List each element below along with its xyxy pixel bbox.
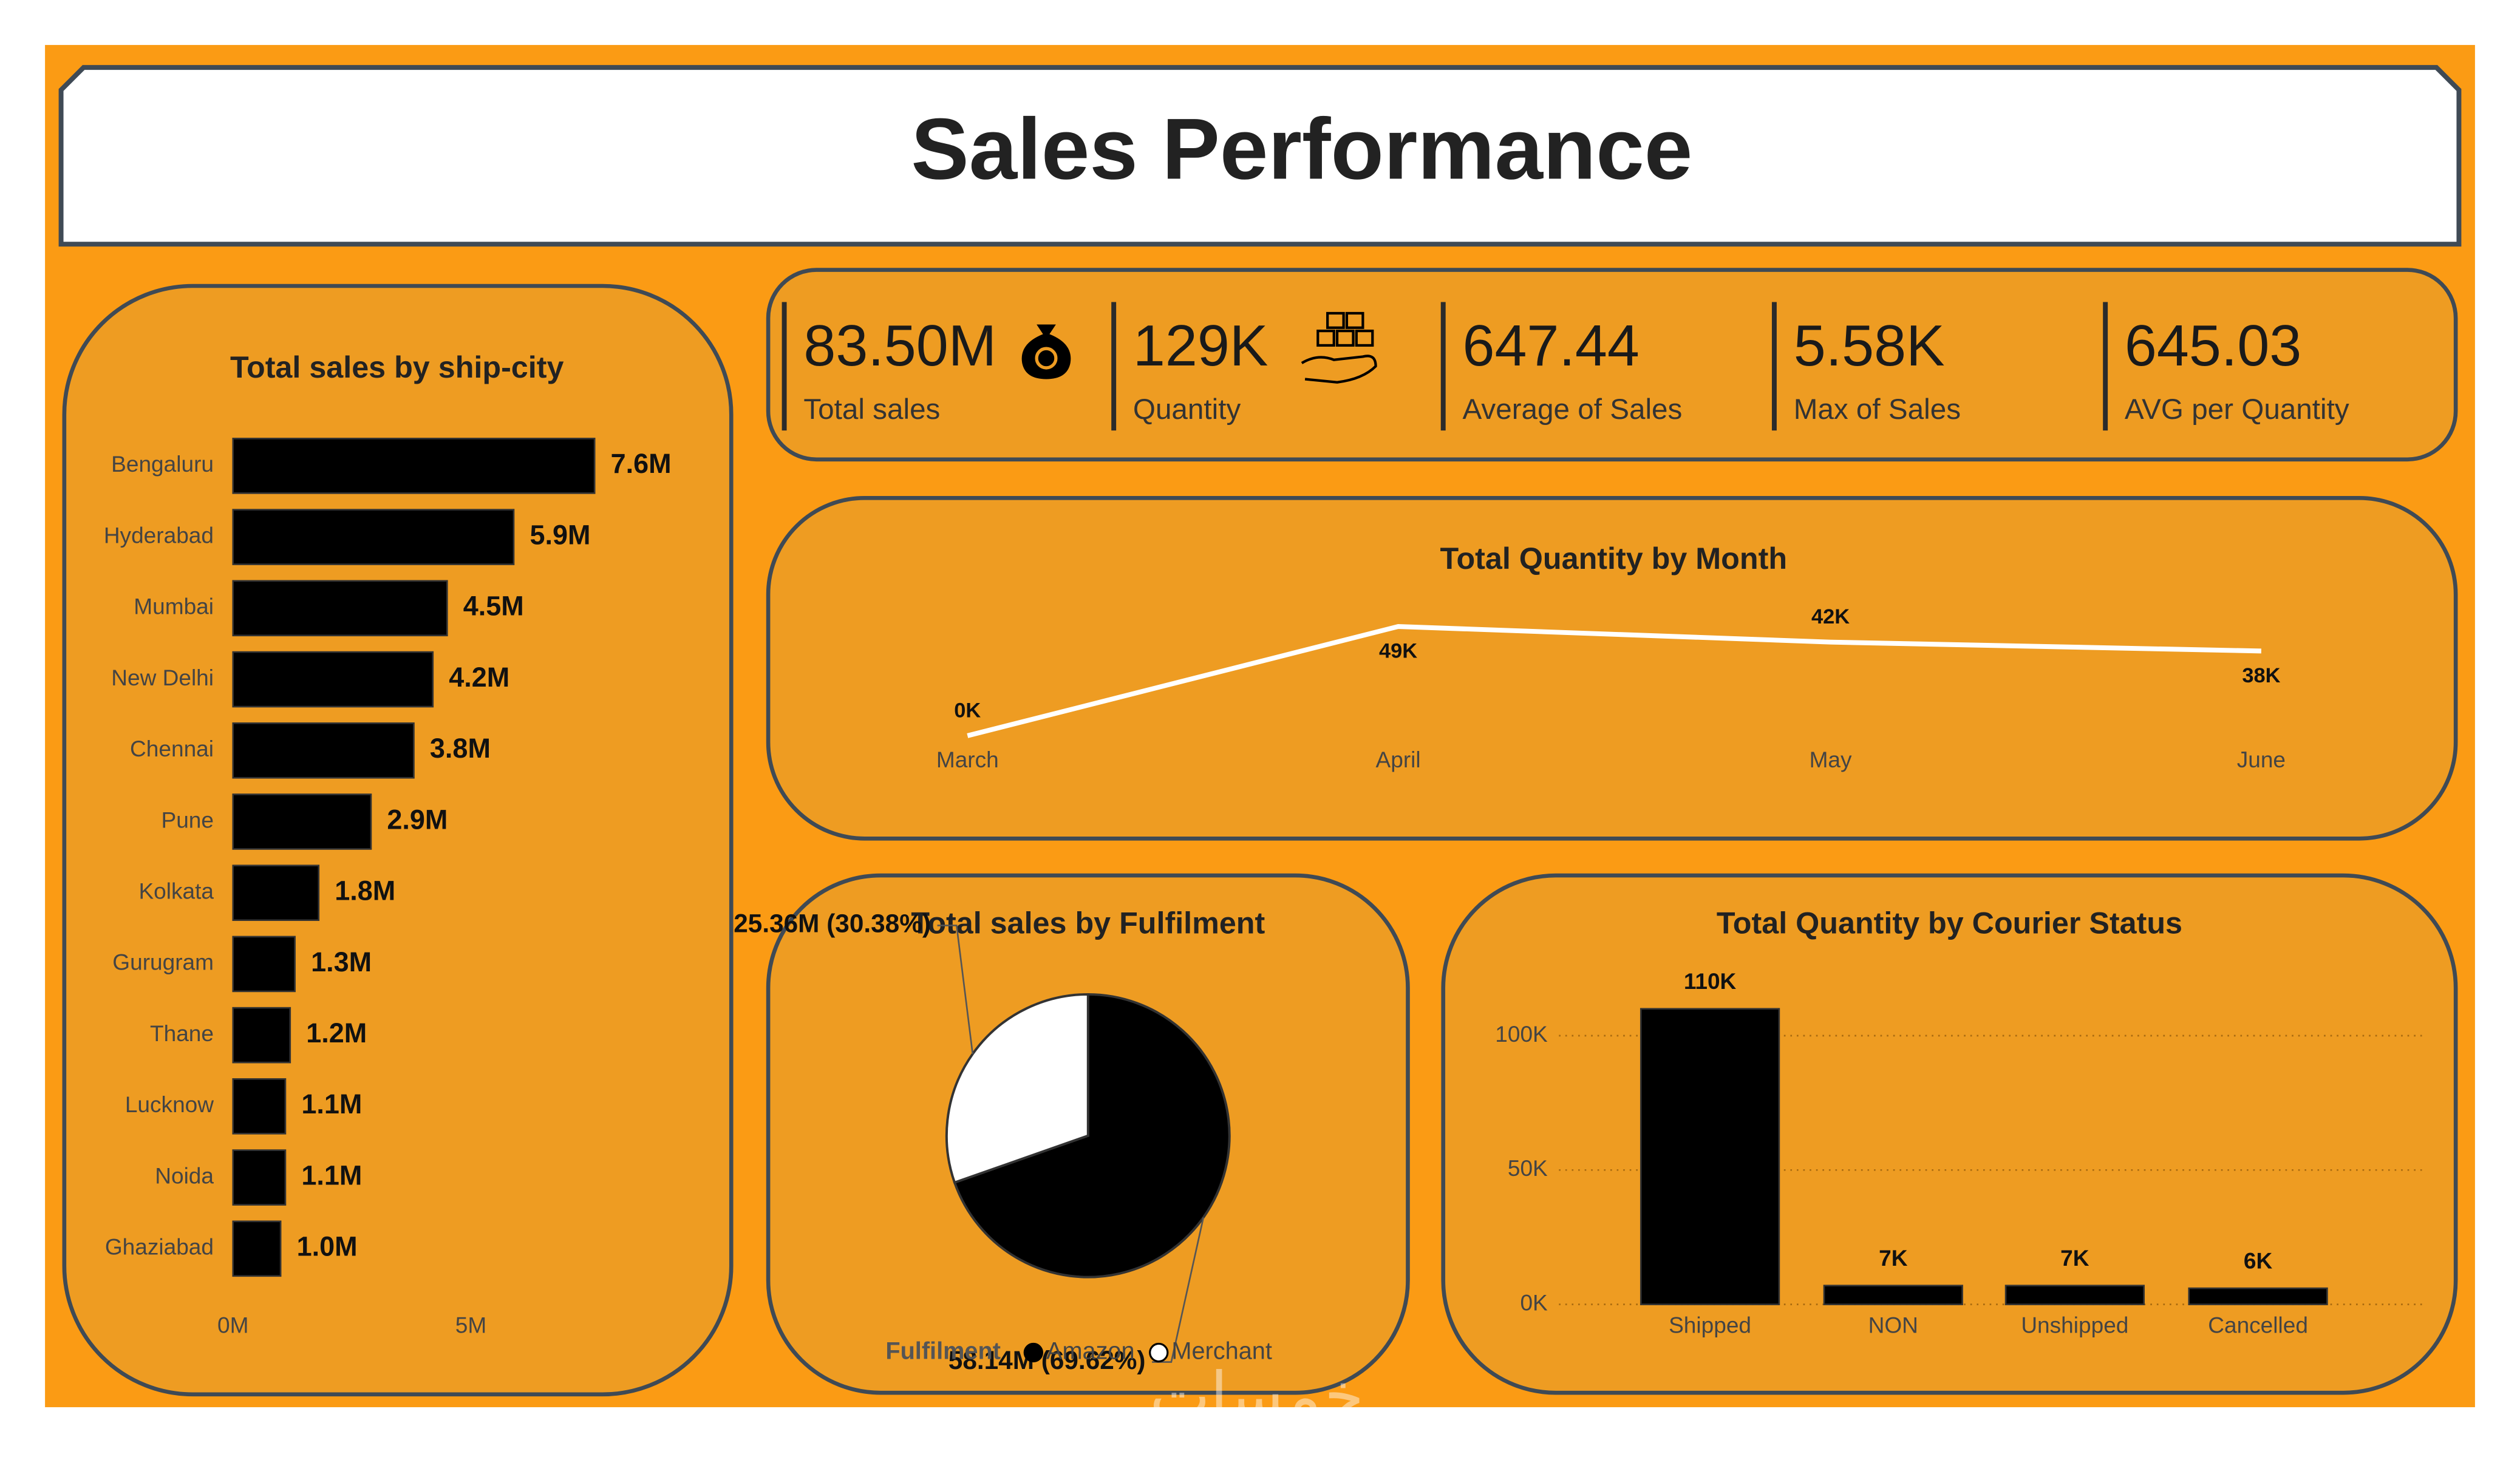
y-tick-label: New Delhi <box>111 665 214 690</box>
kpi-label: Average of Sales <box>1462 393 1682 426</box>
value-label: 42K <box>1811 605 1850 628</box>
legend-swatch <box>1149 1342 1169 1363</box>
x-tick-label: NON <box>1868 1312 1918 1337</box>
value-label: 49K <box>1379 639 1417 662</box>
bar <box>1640 1008 1780 1305</box>
bar <box>2004 1285 2145 1305</box>
chart-title: Total Quantity by Courier Status <box>1717 905 2182 940</box>
y-tick-label: Pune <box>161 807 214 832</box>
value-label: 4.2M <box>449 662 509 693</box>
y-tick-label: Bengaluru <box>111 451 214 477</box>
y-tick-label: Mumbai <box>134 594 214 619</box>
y-tick-label: Thane <box>150 1021 214 1046</box>
watermark: خمسات <box>1149 1360 1364 1432</box>
value-label: 6K <box>2244 1248 2273 1274</box>
value-label: 0K <box>954 699 981 722</box>
value-label: 5.9M <box>530 519 590 550</box>
y-tick-label: Noida <box>155 1163 214 1188</box>
legend-label: Amazon <box>1046 1337 1135 1364</box>
y-tick-label: Kolkata <box>138 878 214 903</box>
bar <box>2188 1287 2328 1305</box>
panel <box>766 268 2458 462</box>
chart-title: Total Quantity by Month <box>1440 541 1787 576</box>
bar <box>232 438 596 494</box>
value-label: 4.5M <box>463 591 524 622</box>
value-label: 7.6M <box>611 448 672 479</box>
value-label: 1.2M <box>306 1017 367 1048</box>
x-tick-label: March <box>936 747 999 772</box>
value-label: 1.0M <box>297 1231 358 1262</box>
value-label: 1.3M <box>311 946 372 977</box>
value-label: 38K <box>2242 664 2280 687</box>
y-tick-label: 0K <box>1520 1289 1548 1315</box>
bar <box>232 509 515 565</box>
x-tick-label: 0M <box>217 1312 248 1337</box>
y-tick-label: Chennai <box>130 736 214 761</box>
chart-title: Total sales by ship-city <box>230 350 564 384</box>
kpi-value: 83.50M <box>803 314 996 378</box>
legend-title: Fulfilment <box>885 1337 1001 1364</box>
kpi-label: Max of Sales <box>1794 393 1961 426</box>
chart-title: Total sales by Fulfilment <box>911 905 1265 940</box>
bar <box>232 580 448 637</box>
value-label: 1.8M <box>335 875 395 906</box>
bar <box>232 936 296 993</box>
value-label: 58.14M (69.62%) <box>948 1346 1146 1374</box>
box-icon <box>1301 311 1377 384</box>
kpi-label: AVG per Quantity <box>2125 393 2349 426</box>
x-tick-label: June <box>2237 747 2286 772</box>
y-tick-label: Ghaziabad <box>105 1234 214 1260</box>
bar <box>232 722 415 779</box>
value-label: 1.1M <box>301 1160 362 1190</box>
x-tick-label: April <box>1376 747 1421 772</box>
bar <box>232 1007 291 1064</box>
value-label: 2.9M <box>387 804 448 835</box>
x-tick-label: May <box>1810 747 1852 772</box>
pie-slice <box>945 993 1089 1184</box>
kpi-value: 5.58K <box>1794 314 1945 378</box>
x-tick-label: Cancelled <box>2208 1312 2308 1337</box>
x-tick-label: Unshipped <box>2021 1312 2128 1337</box>
value-label: 7K <box>1879 1245 1908 1271</box>
x-tick-label: Shipped <box>1669 1312 1751 1337</box>
line <box>967 623 2261 738</box>
bar <box>232 1078 287 1135</box>
kpi-label: Total sales <box>803 393 940 426</box>
x-tick-label: 5M <box>455 1312 486 1337</box>
leader-line <box>937 925 974 1055</box>
pie-slice <box>953 993 1231 1279</box>
panel <box>62 284 734 1397</box>
value-label: 7K <box>2060 1245 2089 1271</box>
y-tick-label: 100K <box>1495 1021 1548 1047</box>
page-title: Sales Performance <box>911 101 1692 197</box>
value-label: 110K <box>1684 968 1737 994</box>
money-icon <box>1021 324 1071 379</box>
bar <box>232 1220 282 1277</box>
value-label: 25.36M (30.38%) <box>734 909 931 938</box>
bar <box>1823 1285 1963 1305</box>
kpi-value: 645.03 <box>2125 314 2301 378</box>
bar <box>232 1149 287 1206</box>
kpi-label: Quantity <box>1133 393 1241 426</box>
bar <box>232 793 372 850</box>
y-tick-label: 50K <box>1508 1155 1548 1181</box>
kpi-value: 129K <box>1133 314 1268 378</box>
title-banner <box>58 65 2462 247</box>
bar <box>232 864 320 922</box>
legend-swatch <box>1023 1342 1043 1363</box>
value-label: 3.8M <box>430 733 491 764</box>
kpi-value: 647.44 <box>1462 314 1639 378</box>
y-tick-label: Lucknow <box>125 1092 214 1117</box>
bar <box>232 651 434 708</box>
value-label: 1.1M <box>301 1089 362 1119</box>
legend-label: Merchant <box>1171 1337 1272 1364</box>
y-tick-label: Gurugram <box>112 949 214 975</box>
y-tick-label: Hyderabad <box>104 522 214 548</box>
panel <box>766 495 2458 841</box>
